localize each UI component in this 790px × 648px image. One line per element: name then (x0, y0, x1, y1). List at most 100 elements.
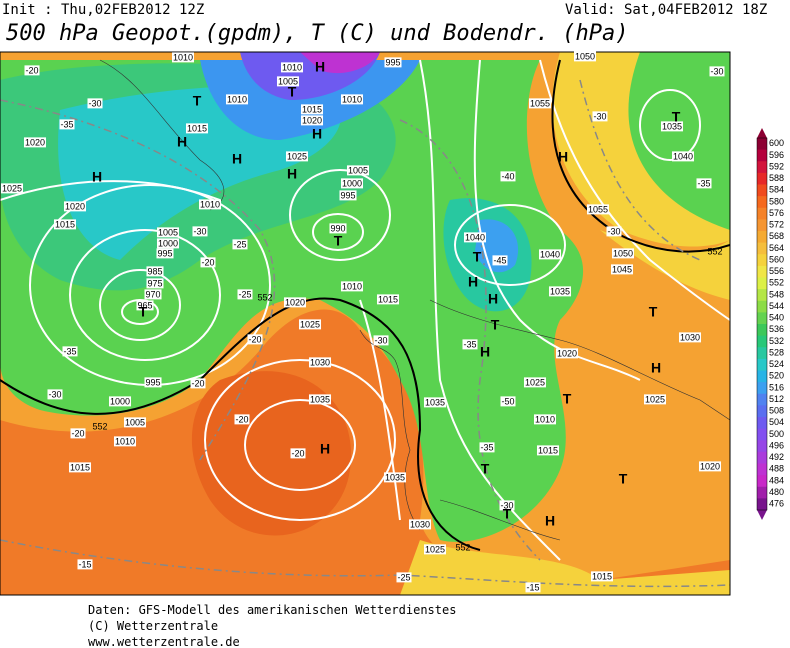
temperature-label-box (479, 442, 495, 453)
pressure-label-box (0, 183, 24, 194)
temperature-label: -30 (710, 66, 723, 76)
pressure-label-group: 1020 (23, 137, 47, 148)
pressure-label-box (643, 394, 667, 405)
temperature-label-box (77, 559, 93, 570)
pressure-label: 1030 (310, 357, 330, 367)
footer-url: www.wetterzentrale.de (88, 635, 240, 648)
temperature-label: -20 (235, 414, 248, 424)
colorbar-label: 564 (769, 243, 784, 253)
colorbar-label: 516 (769, 382, 784, 392)
pressure-label-group: 1010 (340, 94, 364, 105)
pressure-label-box (300, 115, 324, 126)
pressure-label: 990 (330, 223, 345, 233)
pressure-label-group: 1050 (611, 248, 635, 259)
pressure-label-box (144, 289, 162, 300)
temperature-label: -25 (233, 239, 246, 249)
pressure-label-box (533, 414, 557, 425)
pressure-label: 970 (145, 289, 160, 299)
colorbar-label: 496 (769, 440, 784, 450)
temperature-label-box (237, 289, 253, 300)
pressure-center: H (232, 151, 242, 167)
pressure-label: 1040 (540, 249, 560, 259)
colorbar-label: 592 (769, 161, 784, 171)
temperature-label-group: -25 (232, 239, 248, 250)
pressure-label: 1015 (592, 571, 612, 581)
pressure-label-group: 1020 (555, 348, 579, 359)
pressure-label: 1025 (2, 183, 22, 193)
temperature-label-group: -20 (247, 334, 263, 345)
pressure-label: 1015 (378, 294, 398, 304)
pressure-label: 1050 (613, 248, 633, 258)
pressure-center-group: H (287, 166, 297, 182)
colorbar-cell (757, 324, 767, 337)
colorbar-label: 588 (769, 173, 784, 183)
temperature-label-group: -30 (47, 389, 63, 400)
pressure-label-group: 1015 (536, 445, 560, 456)
colorbar-cell (757, 300, 767, 313)
pressure-label-group: 1010 (198, 199, 222, 210)
pressure-label: 1010 (342, 94, 362, 104)
pressure-label: 1040 (673, 151, 693, 161)
colorbar-cell (757, 498, 767, 511)
pressure-center: T (334, 233, 343, 249)
temperature-label-box (70, 428, 86, 439)
temperature-label-box (462, 339, 478, 350)
pressure-label-group: 1015 (590, 571, 614, 582)
pressure-center-group: T (672, 109, 681, 125)
colorbar-label: 600 (769, 138, 784, 148)
colorbar-label: 476 (769, 499, 784, 509)
contour-label-group: 552 (257, 292, 272, 302)
pressure-center: H (651, 360, 661, 376)
colorbar-cell (757, 347, 767, 360)
pressure-label: 1035 (385, 472, 405, 482)
pressure-label-group: 1000 (108, 396, 132, 407)
map-frame (0, 51, 731, 596)
pressure-label-box (156, 248, 174, 259)
pressure-label: 1015 (55, 219, 75, 229)
pressure-label: 1030 (680, 332, 700, 342)
pressure-label: 1005 (348, 165, 368, 175)
colorbar-label: 568 (769, 231, 784, 241)
temperature-label-group: -25 (396, 572, 412, 583)
pressure-label: 995 (340, 190, 355, 200)
pressure-center-group: T (491, 317, 500, 333)
pressure-label-group: 1010 (280, 62, 304, 73)
colorbar-cell (757, 382, 767, 395)
colorbar-cell (757, 219, 767, 232)
pressure-center-group: H (320, 441, 330, 457)
colorbar-label: 548 (769, 289, 784, 299)
pressure-center: T (193, 93, 202, 109)
pressure-label-box (340, 178, 364, 189)
pressure-label-group: 995 (339, 190, 357, 201)
pressure-label-group: 1025 (298, 319, 322, 330)
pressure-label-group: 1030 (408, 519, 432, 530)
temperature-label-group: -35 (696, 178, 712, 189)
colorbar-label: 504 (769, 417, 784, 427)
pressure-center: T (139, 304, 148, 320)
pressure-label: 1020 (557, 348, 577, 358)
colorbar-cell (757, 312, 767, 325)
pressure-label: 1035 (310, 394, 330, 404)
colorbar-label: 500 (769, 429, 784, 439)
pressure-label: 1010 (115, 436, 135, 446)
pressure-center: T (672, 109, 681, 125)
colorbar-cell (757, 475, 767, 488)
pressure-label-group: 1015 (185, 123, 209, 134)
temperature-label-box (525, 582, 541, 593)
pressure-label-group: 1020 (283, 297, 307, 308)
pressure-label: 975 (147, 278, 162, 288)
colorbar-label: 576 (769, 208, 784, 218)
temperature-label-group: -30 (373, 335, 389, 346)
temperature-label-box (59, 119, 75, 130)
pressure-center-group: H (312, 126, 322, 142)
pressure-label-box (171, 52, 195, 63)
temperature-label-group: -20 (70, 428, 86, 439)
pressure-label-box (678, 332, 702, 343)
pressure-label: 1010 (173, 52, 193, 62)
temperature-label: -30 (374, 335, 387, 345)
temperature-label-box (500, 396, 516, 407)
pressure-label: 1010 (200, 199, 220, 209)
pressure-label: 1015 (187, 123, 207, 133)
pressure-label-box (384, 57, 402, 68)
pressure-label-group: 1020 (63, 201, 87, 212)
